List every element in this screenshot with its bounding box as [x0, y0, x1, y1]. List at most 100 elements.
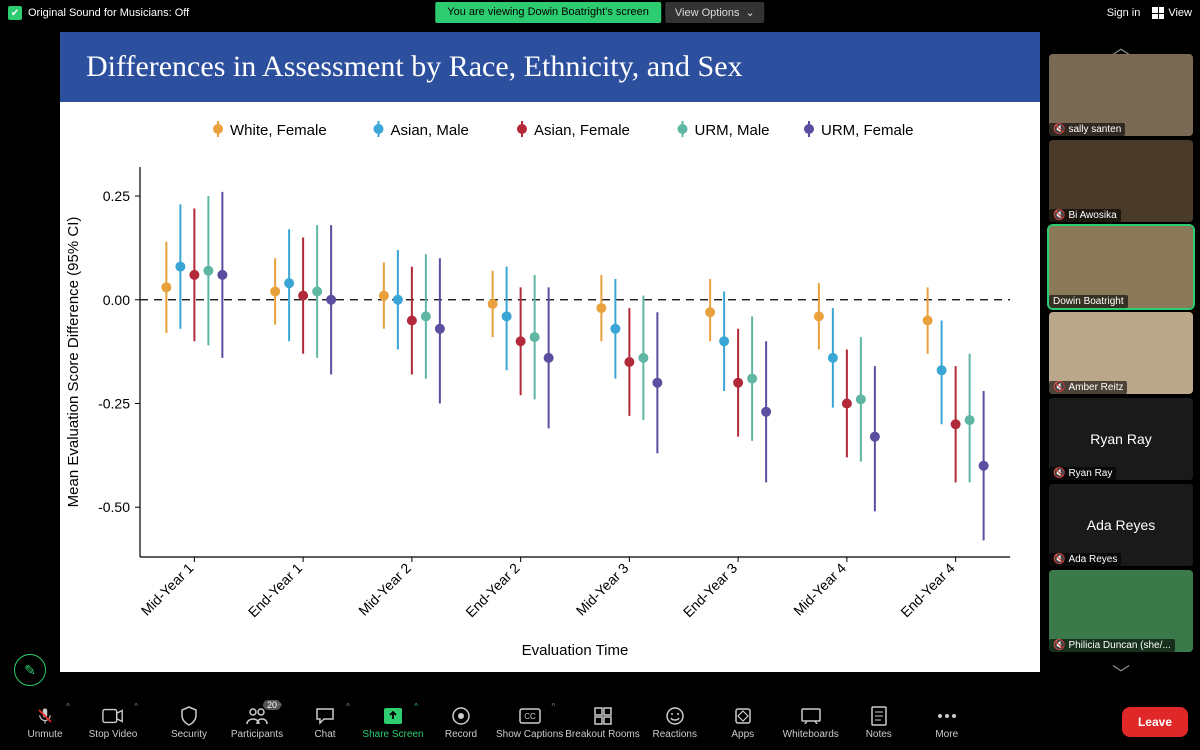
participant-name: Philicia Duncan (she/... — [1068, 640, 1170, 651]
participant-name: Bi Awosika — [1068, 210, 1116, 221]
chevron-down-icon: ⌄ — [746, 6, 755, 19]
apps-button[interactable]: Apps — [710, 698, 776, 746]
unmute-label: Unmute — [27, 729, 62, 740]
whiteboards-button[interactable]: Whiteboards — [778, 698, 844, 746]
slide-title: Differences in Assessment by Race, Ethni… — [60, 32, 1040, 102]
more-icon — [937, 705, 957, 727]
shield-icon — [180, 705, 198, 727]
svg-text:-0.50: -0.50 — [98, 499, 130, 515]
svg-text:Mid-Year 2: Mid-Year 2 — [355, 560, 414, 619]
more-label: More — [935, 729, 958, 740]
view-layout-button[interactable]: View — [1152, 7, 1192, 19]
sign-in-link[interactable]: Sign in — [1107, 7, 1141, 19]
meeting-topbar: ✔ Original Sound for Musicians: Off You … — [0, 0, 1200, 26]
participant-name-bar: 🔇sally santen — [1049, 123, 1125, 136]
original-sound-status[interactable]: Original Sound for Musicians: Off — [28, 7, 189, 19]
chat-button[interactable]: Chat ^ — [292, 698, 358, 746]
view-options-dropdown[interactable]: View Options ⌄ — [665, 2, 765, 23]
gallery-scroll-down[interactable]: ﹀ — [1046, 660, 1196, 676]
participants-button[interactable]: Participants 20 ^ — [224, 698, 290, 746]
shared-screen-slide: Differences in Assessment by Race, Ethni… — [60, 32, 1040, 672]
mic-muted-icon: 🔇 — [1053, 124, 1065, 135]
participants-caret-icon[interactable]: ^ — [278, 702, 282, 711]
svg-text:URM, Female: URM, Female — [821, 122, 914, 139]
chat-label: Chat — [314, 729, 335, 740]
more-button[interactable]: More — [914, 698, 980, 746]
grid-icon — [1152, 7, 1164, 19]
participant-tile[interactable]: 🔇Philicia Duncan (she/... — [1049, 570, 1193, 652]
record-button[interactable]: Record — [428, 698, 494, 746]
share-screen-button[interactable]: Share Screen ^ — [360, 698, 426, 746]
stop-video-button[interactable]: Stop Video ^ — [80, 698, 146, 746]
svg-text:End-Year 2: End-Year 2 — [462, 560, 523, 621]
participant-name-placeholder: Ryan Ray — [1090, 431, 1151, 447]
mic-muted-icon: 🔇 — [1053, 468, 1065, 479]
share-caret-icon[interactable]: ^ — [414, 702, 418, 711]
notes-icon — [871, 705, 887, 727]
meeting-toolbar: Unmute ^ Stop Video ^ Security Participa… — [0, 694, 1200, 750]
record-label: Record — [445, 729, 477, 740]
reactions-button[interactable]: Reactions — [642, 698, 708, 746]
breakout-label: Breakout Rooms — [565, 729, 639, 740]
video-menu-caret-icon[interactable]: ^ — [134, 702, 138, 711]
view-options-label: View Options — [675, 7, 740, 19]
participant-tile[interactable]: Dowin Boatright — [1049, 226, 1193, 308]
participant-tile[interactable]: 🔇sally santen — [1049, 54, 1193, 136]
svg-text:-0.25: -0.25 — [98, 395, 130, 411]
security-button[interactable]: Security — [156, 698, 222, 746]
security-label: Security — [171, 729, 207, 740]
leave-button[interactable]: Leave — [1122, 707, 1188, 737]
svg-text:End-Year 3: End-Year 3 — [680, 560, 741, 621]
view-label: View — [1168, 7, 1192, 19]
share-screen-icon — [383, 705, 403, 727]
svg-text:0.00: 0.00 — [103, 292, 130, 308]
notes-button[interactable]: Notes — [846, 698, 912, 746]
svg-text:White, Female: White, Female — [230, 122, 327, 139]
participant-tile[interactable]: Ada Reyes🔇Ada Reyes — [1049, 484, 1193, 566]
participant-name: Amber Reitz — [1068, 382, 1123, 393]
notes-label: Notes — [866, 729, 892, 740]
whiteboards-label: Whiteboards — [783, 729, 839, 740]
participant-tile[interactable]: Ryan Ray🔇Ryan Ray — [1049, 398, 1193, 480]
captions-button[interactable]: CC Show Captions ^ — [496, 698, 563, 746]
gallery-scroll-up[interactable]: ︿ — [1046, 34, 1196, 50]
participant-name: Dowin Boatright — [1053, 296, 1124, 307]
svg-text:End-Year 1: End-Year 1 — [245, 560, 306, 621]
svg-text:Evaluation Time: Evaluation Time — [522, 642, 629, 659]
mic-muted-icon: 🔇 — [1053, 640, 1065, 651]
participant-name-bar: Dowin Boatright — [1049, 295, 1128, 308]
participant-name-bar: 🔇Bi Awosika — [1049, 209, 1121, 222]
svg-text:Mid-Year 4: Mid-Year 4 — [790, 560, 849, 619]
encryption-shield-icon[interactable]: ✔ — [8, 6, 22, 20]
participant-gallery: ︿ 🔇sally santen🔇Bi AwosikaDowin Boatrigh… — [1046, 34, 1196, 676]
participant-tile[interactable]: 🔇Amber Reitz — [1049, 312, 1193, 394]
breakout-icon — [594, 705, 612, 727]
svg-text:0.25: 0.25 — [103, 188, 130, 204]
record-icon — [452, 705, 470, 727]
mic-muted-icon — [36, 705, 54, 727]
annotate-draw-button[interactable]: ✎ — [14, 654, 46, 686]
svg-text:Mid-Year 3: Mid-Year 3 — [573, 560, 632, 619]
svg-text:Mid-Year 1: Mid-Year 1 — [138, 560, 197, 619]
breakout-rooms-button[interactable]: Breakout Rooms — [565, 698, 639, 746]
svg-text:URM, Male: URM, Male — [695, 122, 770, 139]
participant-name-bar: 🔇Philicia Duncan (she/... — [1049, 639, 1175, 652]
pencil-icon: ✎ — [24, 662, 36, 679]
participant-name: Ryan Ray — [1068, 468, 1112, 479]
chart-svg: -0.50 -0.25 0.00 0.25 Mid-Year 1 End-Year 1 Mi… — [60, 102, 1040, 672]
stop-video-label: Stop Video — [89, 729, 138, 740]
captions-icon: CC — [519, 705, 541, 727]
participant-name-placeholder: Ada Reyes — [1087, 517, 1155, 533]
svg-text:End-Year 4: End-Year 4 — [897, 560, 958, 621]
participant-tile[interactable]: 🔇Bi Awosika — [1049, 140, 1193, 222]
whiteboard-icon — [801, 705, 821, 727]
unmute-button[interactable]: Unmute ^ — [12, 698, 78, 746]
screen-sharing-banner: You are viewing Dowin Boatright's screen — [435, 2, 661, 23]
mic-muted-icon: 🔇 — [1053, 210, 1065, 221]
svg-text:CC: CC — [524, 712, 536, 721]
captions-caret-icon[interactable]: ^ — [552, 702, 556, 711]
audio-menu-caret-icon[interactable]: ^ — [66, 702, 70, 711]
chat-caret-icon[interactable]: ^ — [346, 702, 350, 711]
svg-text:Asian, Male: Asian, Male — [391, 122, 469, 139]
svg-text:Mean Evaluation Score Differen: Mean Evaluation Score Difference (95% CI… — [65, 217, 82, 508]
